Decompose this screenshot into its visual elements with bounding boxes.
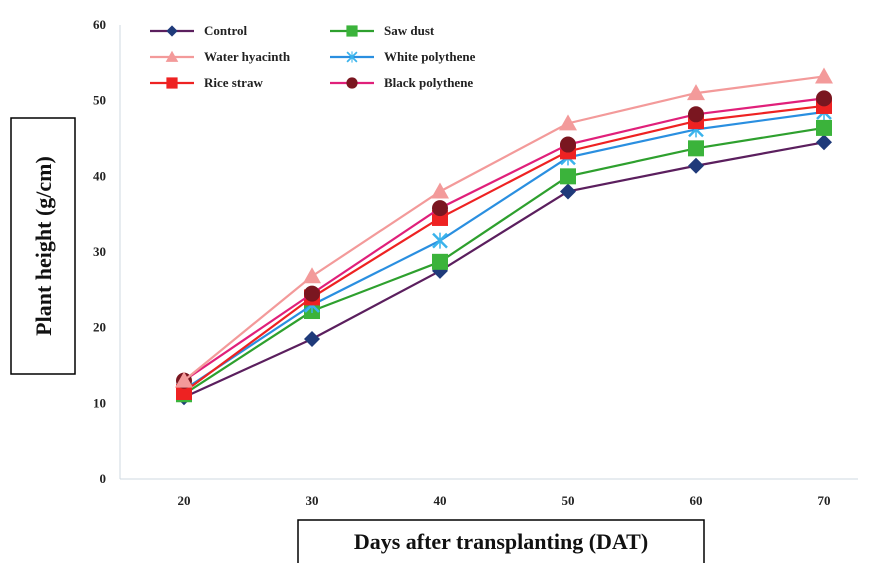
data-point-square [166,77,178,89]
x-axis: 20 30 40 50 60 70 [120,478,858,508]
y-tick-label: 50 [93,93,106,108]
x-tick-label: 20 [178,493,191,508]
legend-item: Water hyacinth [150,49,291,64]
series-water-hyacinth [175,67,833,388]
data-point-circle [688,106,704,123]
legend-item: Control [150,23,247,38]
data-point-diamond [166,25,178,37]
series-line [183,110,825,391]
x-tick-label: 60 [690,493,703,508]
y-tick-label: 20 [93,320,106,335]
legend-item: Saw dust [330,23,435,38]
data-point-triangle [431,182,449,199]
data-point-circle [560,136,576,153]
legend-label: White polythene [384,49,476,64]
x-tick-label: 70 [818,493,831,508]
data-point-triangle [165,50,179,62]
series-line [183,97,825,382]
x-tick-label: 50 [562,493,575,508]
x-tick-label: 30 [306,493,319,508]
y-tick-label: 40 [93,168,106,183]
y-axis-label: Plant height (g/cm) [31,156,56,336]
data-point-square [176,383,192,400]
data-point-diamond [816,134,832,151]
data-point-square [560,168,576,185]
data-point-triangle [303,267,321,284]
legend-item: Black polythene [330,75,473,90]
series-line [183,104,825,393]
series-line [183,75,825,382]
legend-label: Control [204,23,247,38]
series-white-polythene [176,104,832,398]
legend-label: Saw dust [384,23,435,38]
data-point-x [346,51,358,63]
data-point-diamond [560,183,576,200]
data-point-circle [346,77,358,89]
y-axis: 0 10 20 30 40 50 60 [93,17,121,486]
y-tick-label: 60 [93,17,106,32]
data-point-square [432,253,448,270]
series-saw-dust [176,119,832,403]
series-line [183,126,825,396]
data-point-diamond [304,331,320,348]
data-point-triangle [687,84,705,101]
x-tick-label: 40 [434,493,447,508]
data-point-diamond [688,157,704,174]
data-point-circle [304,285,320,302]
y-tick-label: 0 [100,471,107,486]
legend-item: White polythene [330,49,476,64]
data-point-circle [432,200,448,217]
data-point-square [816,119,832,136]
legend-label: Rice straw [204,75,263,90]
y-tick-label: 10 [93,395,106,410]
series-control [176,134,832,406]
data-point-triangle [175,371,193,388]
data-point-x [432,232,448,249]
y-tick-label: 30 [93,244,106,259]
data-point-square [688,140,704,157]
y-axis-label-box: Plant height (g/cm) [10,117,76,375]
data-point-triangle [559,114,577,131]
legend-label: Black polythene [384,75,473,90]
data-point-triangle [815,67,833,84]
x-axis-label-box: Days after transplanting (DAT) [297,519,705,563]
series-layer [175,67,833,406]
series-line [183,141,825,399]
data-point-circle [816,90,832,107]
legend: Control Water hyacinth Rice straw Saw dust W… [150,23,476,90]
series-black-polythene [176,90,832,389]
legend-label: Water hyacinth [204,49,291,64]
x-axis-label: Days after transplanting (DAT) [354,529,648,554]
data-point-square [346,25,358,37]
legend-item: Rice straw [150,75,263,90]
